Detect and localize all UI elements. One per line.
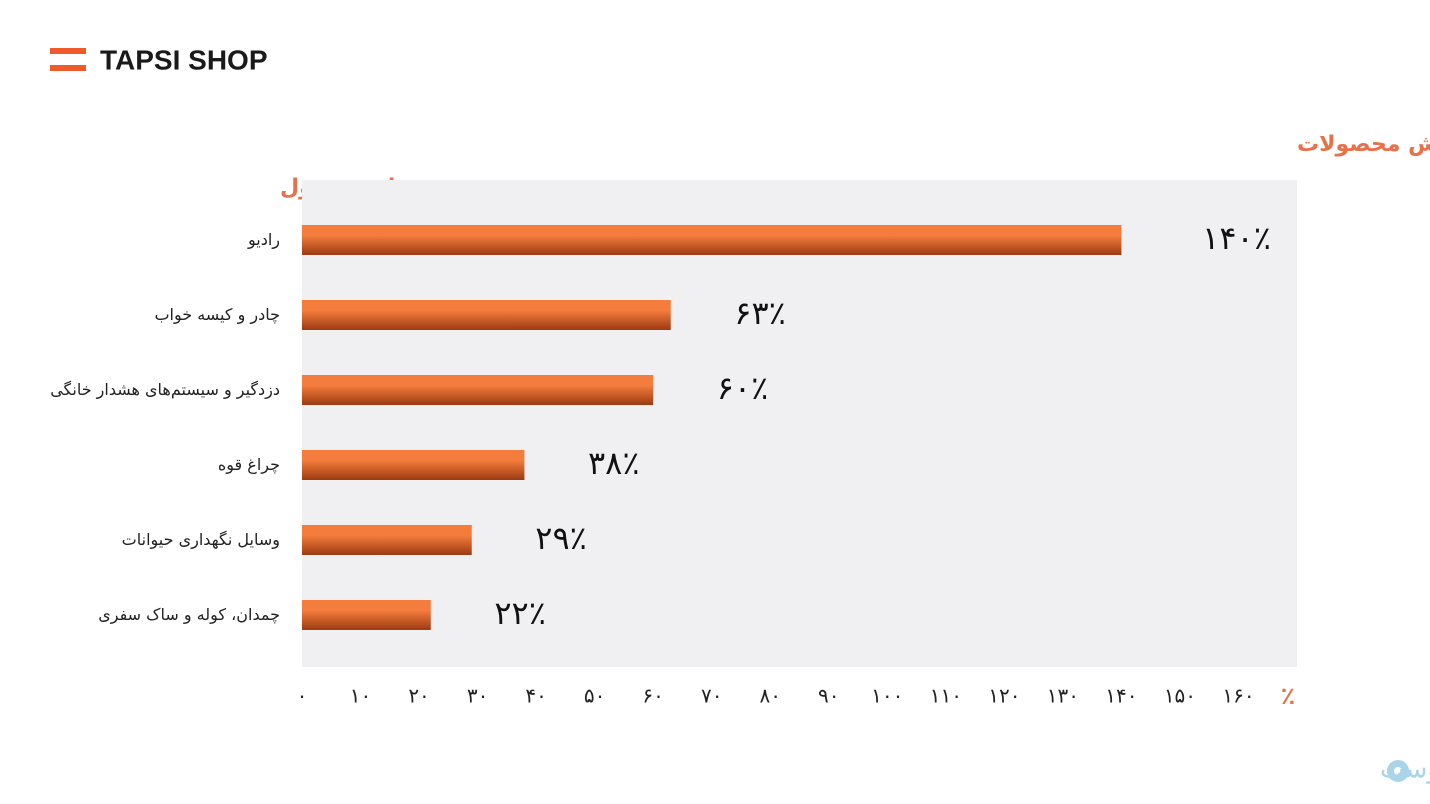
category-label: دزدگیر و سیستم‌های هشدار خانگی [50, 380, 280, 399]
value-label: ۳۸٪ [588, 444, 640, 482]
x-tick-label: ۵۰ [584, 684, 605, 708]
x-tick-label: ۱۵۰ [1164, 684, 1196, 708]
value-label: ۲۲٪ [494, 594, 546, 632]
value-label: ۱۴۰٪ [1202, 219, 1271, 257]
x-tick-label: ۴۰ [525, 684, 546, 708]
category-label: وسایل نگهداری حیوانات [121, 530, 280, 549]
x-tick-label: ۹۰ [818, 684, 839, 708]
value-label: ۶۰٪ [717, 369, 769, 407]
x-tick-label: ۱۲۰ [988, 684, 1020, 708]
value-label: ۲۹٪ [535, 519, 587, 557]
x-tick-label: ۰ [297, 684, 308, 708]
x-tick-label: ۱۴۰ [1105, 684, 1137, 708]
x-tick-label: ۱۰۰ [871, 684, 903, 708]
x-tick-label: ۱۳۰ [1047, 684, 1079, 708]
x-tick-label: ۳۰ [467, 684, 488, 708]
value-label: ۶۳٪ [734, 294, 786, 332]
plot-area [302, 180, 1297, 667]
category-label: چمدان، کوله و ساک سفری [98, 605, 280, 624]
brand: TAPSI SHOP [100, 44, 268, 75]
chart-title: افزایش فروش محصولات [1297, 132, 1430, 157]
bar [302, 525, 472, 555]
bar [302, 375, 654, 405]
x-tick-label: ۲۰ [408, 684, 429, 708]
category-label: چادر و کیسه خواب [154, 305, 280, 324]
x-tick-label: ۷۰ [701, 684, 722, 708]
category-label: رادیو [247, 230, 280, 249]
bar [302, 600, 431, 630]
bar [302, 300, 671, 330]
bar [302, 225, 1122, 255]
logo-bar [50, 65, 86, 71]
watermark-icon [1394, 767, 1402, 775]
category-label: چراغ قوه [217, 455, 280, 474]
watermark: پیوست [1380, 755, 1430, 785]
logo-bar [50, 48, 86, 54]
x-tick-label: ۱۰ [350, 684, 371, 708]
x-tick-label: ۱۶۰ [1222, 684, 1254, 708]
x-tick-label: ۸۰ [759, 684, 780, 708]
bar [302, 450, 525, 480]
x-unit: ٪ [1281, 682, 1296, 710]
x-tick-label: ۱۱۰ [930, 684, 962, 708]
x-tick-label: ۶۰ [642, 684, 663, 708]
